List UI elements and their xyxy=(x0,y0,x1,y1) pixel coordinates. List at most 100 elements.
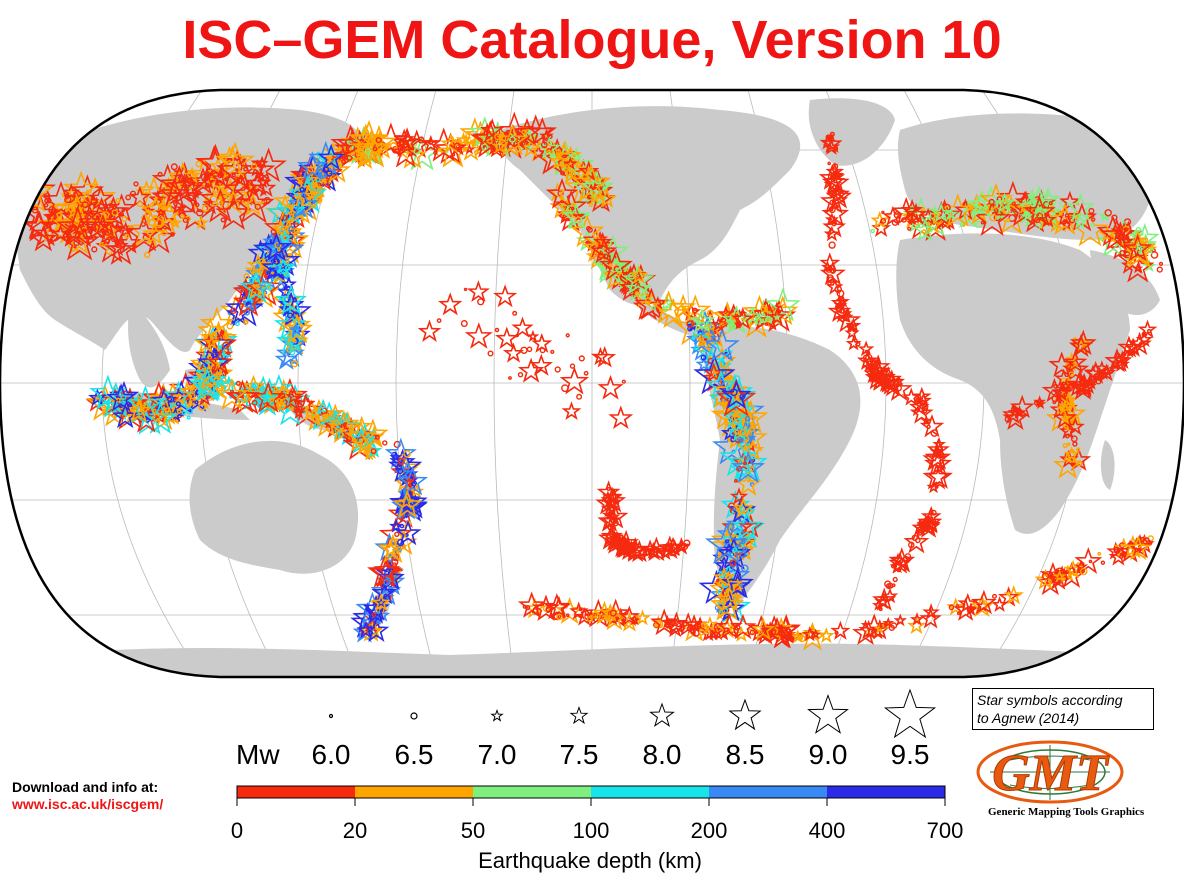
quake-marker xyxy=(275,266,280,271)
quake-marker xyxy=(494,133,501,141)
quake-marker xyxy=(555,149,562,155)
quake-marker xyxy=(570,152,578,159)
quake-marker xyxy=(181,410,186,416)
quake-marker xyxy=(182,217,189,223)
quake-marker xyxy=(272,249,277,254)
quake-marker xyxy=(289,349,296,356)
quake-marker xyxy=(578,178,583,184)
depth-color-segment xyxy=(827,786,945,798)
depth-tick-label: 700 xyxy=(927,818,964,843)
download-label: Download and info at: xyxy=(12,779,159,795)
quake-marker xyxy=(241,398,247,404)
magnitude-legend-labels: 6.0 6.5 7.0 7.5 8.0 8.5 9.0 9.5 xyxy=(312,739,930,770)
quake-marker xyxy=(305,405,310,410)
quake-marker xyxy=(216,325,222,331)
magnitude-symbol xyxy=(807,694,849,734)
landmass-arabia xyxy=(1090,250,1160,315)
quake-marker xyxy=(590,189,598,197)
quake-marker xyxy=(167,395,175,403)
gmt-logo: GMT xyxy=(976,740,1124,804)
quake-marker xyxy=(186,415,191,420)
quake-marker xyxy=(263,196,271,205)
quake-marker xyxy=(99,242,104,247)
quake-marker xyxy=(322,166,330,174)
quake-marker xyxy=(251,383,257,389)
quake-marker xyxy=(65,208,69,212)
quake-marker xyxy=(481,143,489,151)
quake-marker xyxy=(157,171,163,177)
quake-marker xyxy=(293,227,301,235)
quake-marker xyxy=(341,159,346,165)
quake-marker xyxy=(133,181,139,187)
quake-marker xyxy=(222,341,230,349)
quake-marker xyxy=(248,397,252,402)
depth-color-bar xyxy=(236,785,946,806)
quake-marker xyxy=(282,214,289,221)
magnitude-value-label: 8.5 xyxy=(726,739,765,770)
depth-color-segment xyxy=(237,786,355,798)
quake-marker xyxy=(382,440,388,446)
quake-marker xyxy=(500,131,504,136)
quake-marker xyxy=(287,312,294,319)
magnitude-legend-symbols xyxy=(328,688,937,739)
quake-marker xyxy=(288,211,293,216)
quake-marker xyxy=(185,407,193,415)
depth-color-segment xyxy=(591,786,709,798)
quake-marker xyxy=(291,338,296,343)
magnitude-symbol xyxy=(491,709,503,721)
quake-marker xyxy=(453,142,461,150)
quake-marker xyxy=(243,319,249,325)
depth-tick-label: 200 xyxy=(691,818,728,843)
quake-marker xyxy=(348,426,355,433)
magnitude-symbol xyxy=(883,688,937,739)
magnitude-label: Mw xyxy=(236,739,280,770)
quake-marker xyxy=(595,193,601,199)
quake-marker xyxy=(274,241,282,249)
quake-marker xyxy=(194,400,199,405)
quake-marker xyxy=(170,163,178,171)
quake-marker xyxy=(370,448,377,455)
download-url-link[interactable]: www.isc.ac.uk/iscgem/ xyxy=(12,796,164,812)
quake-marker xyxy=(295,405,304,414)
magnitude-symbol xyxy=(410,712,418,720)
depth-tick-label: 50 xyxy=(461,818,485,843)
meridian-line xyxy=(493,90,515,677)
quake-marker xyxy=(346,154,353,161)
depth-tick-label: 0 xyxy=(231,818,243,843)
depth-tick-labels: 0 20 50 100 200 400 700 xyxy=(231,818,963,843)
magnitude-symbol xyxy=(570,706,588,724)
quake-marker xyxy=(278,401,286,410)
landmass-australia xyxy=(189,440,359,574)
magnitude-value-label: 9.5 xyxy=(891,739,930,770)
quake-marker xyxy=(508,136,516,143)
landmass-madagascar xyxy=(1100,440,1115,490)
quake-marker xyxy=(281,230,290,238)
quake-marker xyxy=(321,413,330,422)
quake-marker xyxy=(43,202,49,208)
quake-marker xyxy=(305,176,314,185)
magnitude-value-label: 8.0 xyxy=(643,739,682,770)
quake-marker xyxy=(317,406,324,412)
quake-marker xyxy=(151,408,157,414)
quake-marker xyxy=(326,170,333,177)
quake-marker xyxy=(226,322,234,330)
quake-marker xyxy=(291,360,299,368)
quake-marker xyxy=(111,398,115,403)
quake-marker xyxy=(219,330,225,335)
landmass-asia xyxy=(10,107,361,353)
meridian-line xyxy=(395,90,437,677)
note-line-1: Star symbols according xyxy=(977,692,1123,708)
magnitude-value-label: 6.0 xyxy=(312,739,351,770)
magnitude-symbol xyxy=(649,703,675,727)
landmass-antarctica xyxy=(0,643,1184,677)
quake-marker xyxy=(280,268,287,275)
depth-color-segment xyxy=(473,786,591,798)
quake-marker xyxy=(125,194,132,201)
quake-marker xyxy=(413,147,421,155)
note-line-2: to Agnew (2014) xyxy=(977,710,1080,726)
quake-marker xyxy=(375,137,382,144)
magnitude-value-label: 7.5 xyxy=(560,739,599,770)
magnitude-symbol xyxy=(728,699,762,730)
quake-marker xyxy=(588,202,593,207)
quake-marker xyxy=(120,394,127,401)
